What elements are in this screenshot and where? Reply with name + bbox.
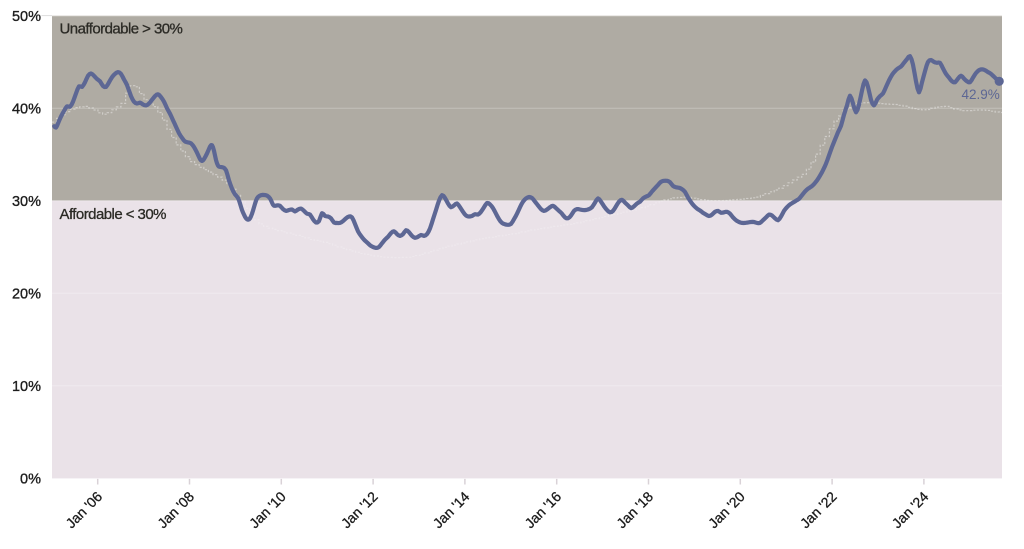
svg-text:42.9%: 42.9%	[962, 87, 1000, 102]
svg-text:Affordable < 30%: Affordable < 30%	[60, 206, 167, 223]
svg-text:30%: 30%	[12, 194, 41, 210]
svg-text:40%: 40%	[12, 101, 41, 117]
svg-text:50%: 50%	[12, 9, 41, 25]
svg-text:Unaffordable > 30%: Unaffordable > 30%	[60, 21, 183, 38]
svg-text:10%: 10%	[12, 379, 41, 395]
svg-text:20%: 20%	[12, 287, 41, 303]
svg-text:0%: 0%	[20, 472, 41, 488]
